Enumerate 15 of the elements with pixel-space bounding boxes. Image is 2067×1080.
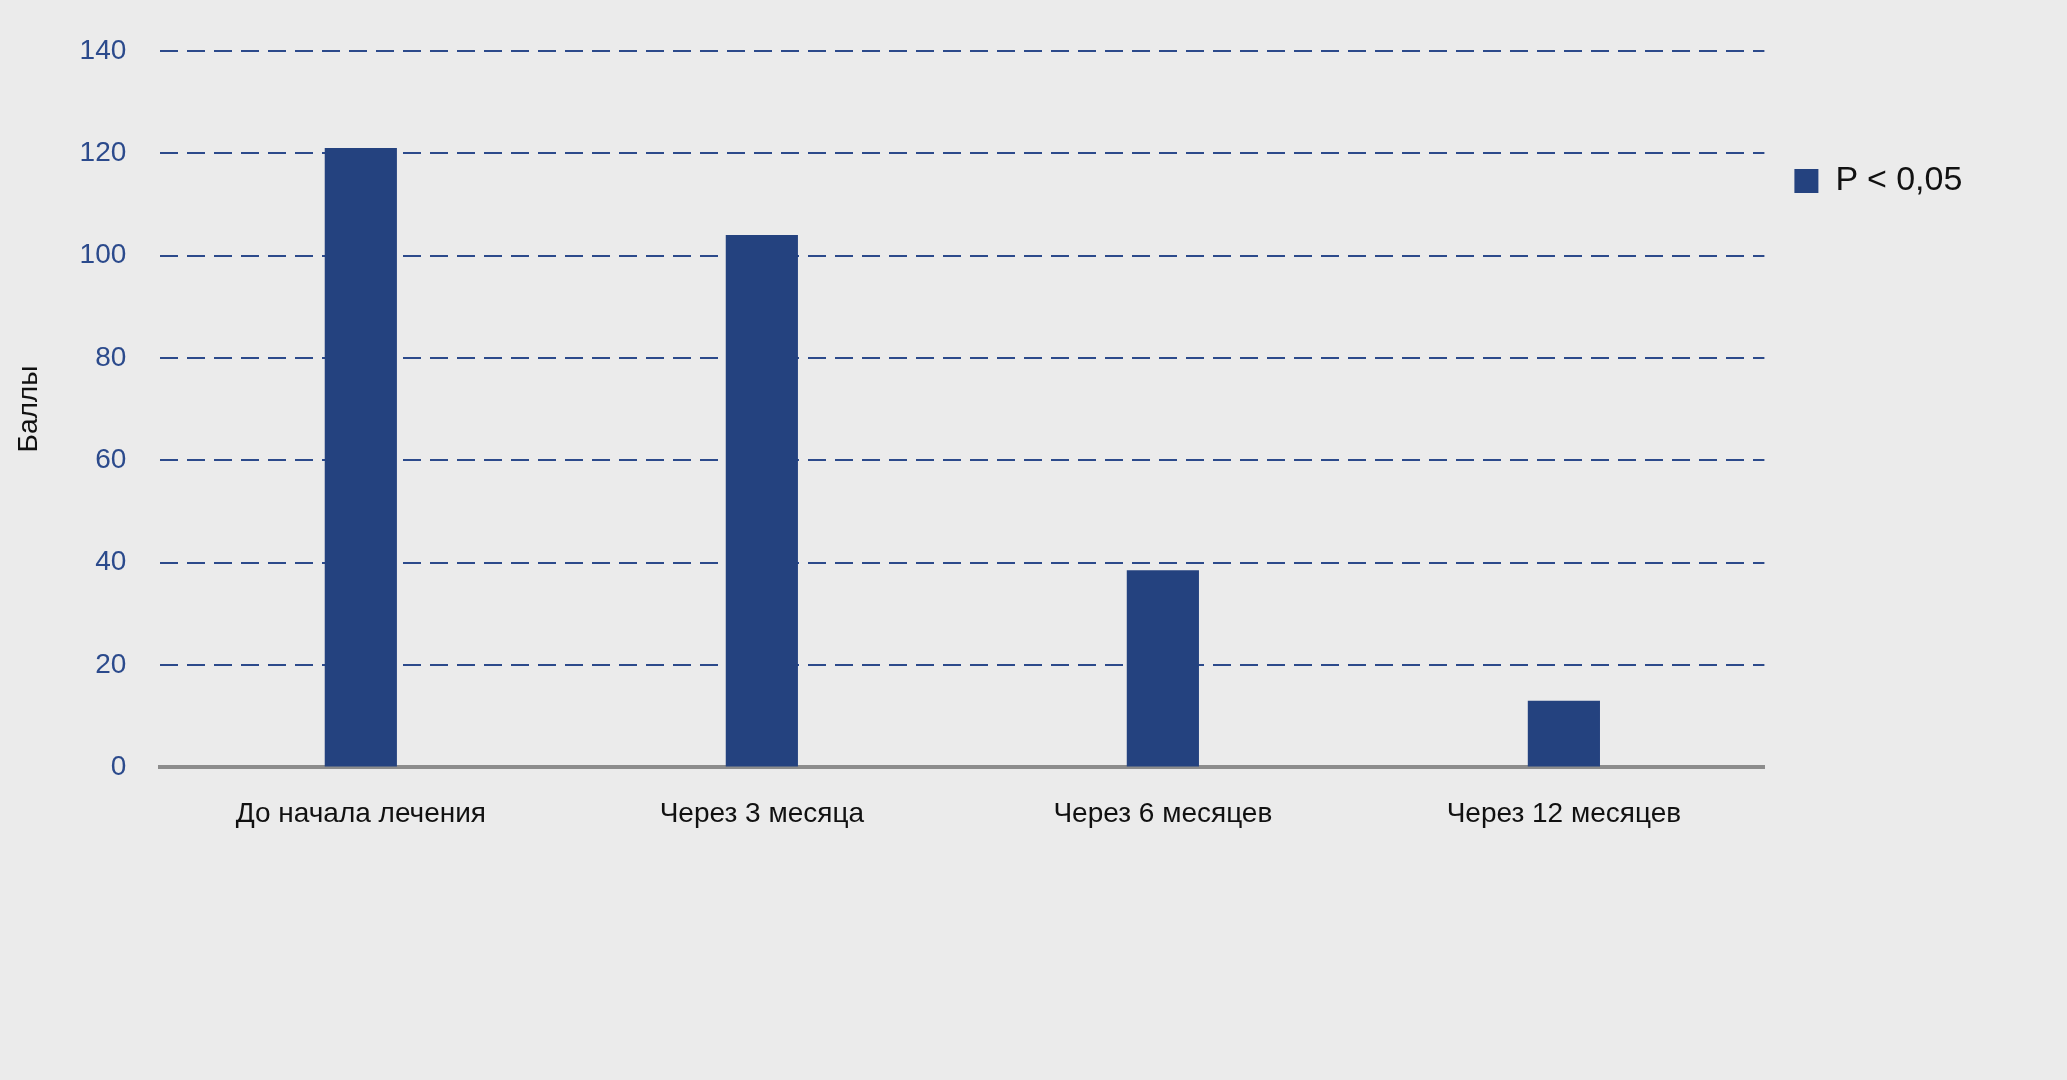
- legend-label: P < 0,05: [1835, 159, 1963, 198]
- y-tick-label: 80: [95, 340, 127, 372]
- x-tick-label: До начала лечения: [235, 796, 486, 828]
- y-tick-label: 100: [79, 238, 127, 270]
- y-tick-label: 140: [79, 33, 127, 65]
- y-tick-label: 60: [95, 443, 127, 474]
- y-axis-title: Баллы: [11, 365, 43, 453]
- bar: [1527, 700, 1600, 767]
- x-tick-label: Через 3 месяца: [659, 796, 865, 828]
- y-tick-label: 40: [95, 545, 127, 577]
- x-tick-label: Через 12 месяцев: [1446, 796, 1682, 828]
- y-tick-label: 0: [110, 750, 127, 782]
- y-tick-label: 20: [95, 647, 127, 679]
- x-tick-label: Через 6 месяцев: [1053, 796, 1273, 828]
- y-tick-label: 120: [79, 135, 127, 167]
